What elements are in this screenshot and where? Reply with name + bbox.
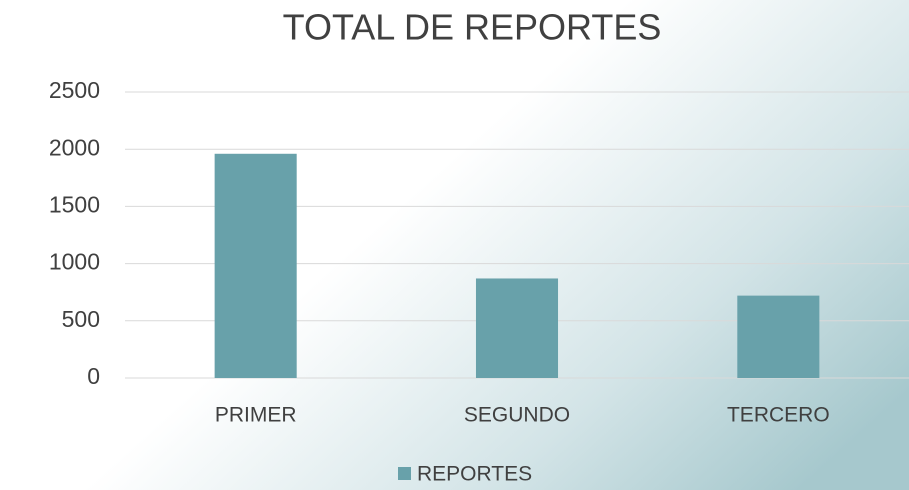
x-tick-label: PRIMER <box>215 404 297 427</box>
x-tick-label: TERCERO <box>727 404 830 427</box>
bar <box>737 295 820 378</box>
legend-label: REPORTES <box>417 463 532 486</box>
y-tick-label: 1000 <box>49 249 100 275</box>
bar <box>214 153 297 378</box>
chart-title: TOTAL DE REPORTES <box>283 7 662 48</box>
y-tick-label: 1500 <box>49 191 100 217</box>
y-tick-label: 0 <box>87 363 100 389</box>
bar <box>475 278 559 378</box>
y-tick-label: 2000 <box>49 134 100 160</box>
legend-swatch <box>398 467 411 480</box>
y-tick-label: 2500 <box>49 77 100 103</box>
x-tick-label: SEGUNDO <box>464 404 570 427</box>
y-tick-label: 500 <box>62 306 100 332</box>
